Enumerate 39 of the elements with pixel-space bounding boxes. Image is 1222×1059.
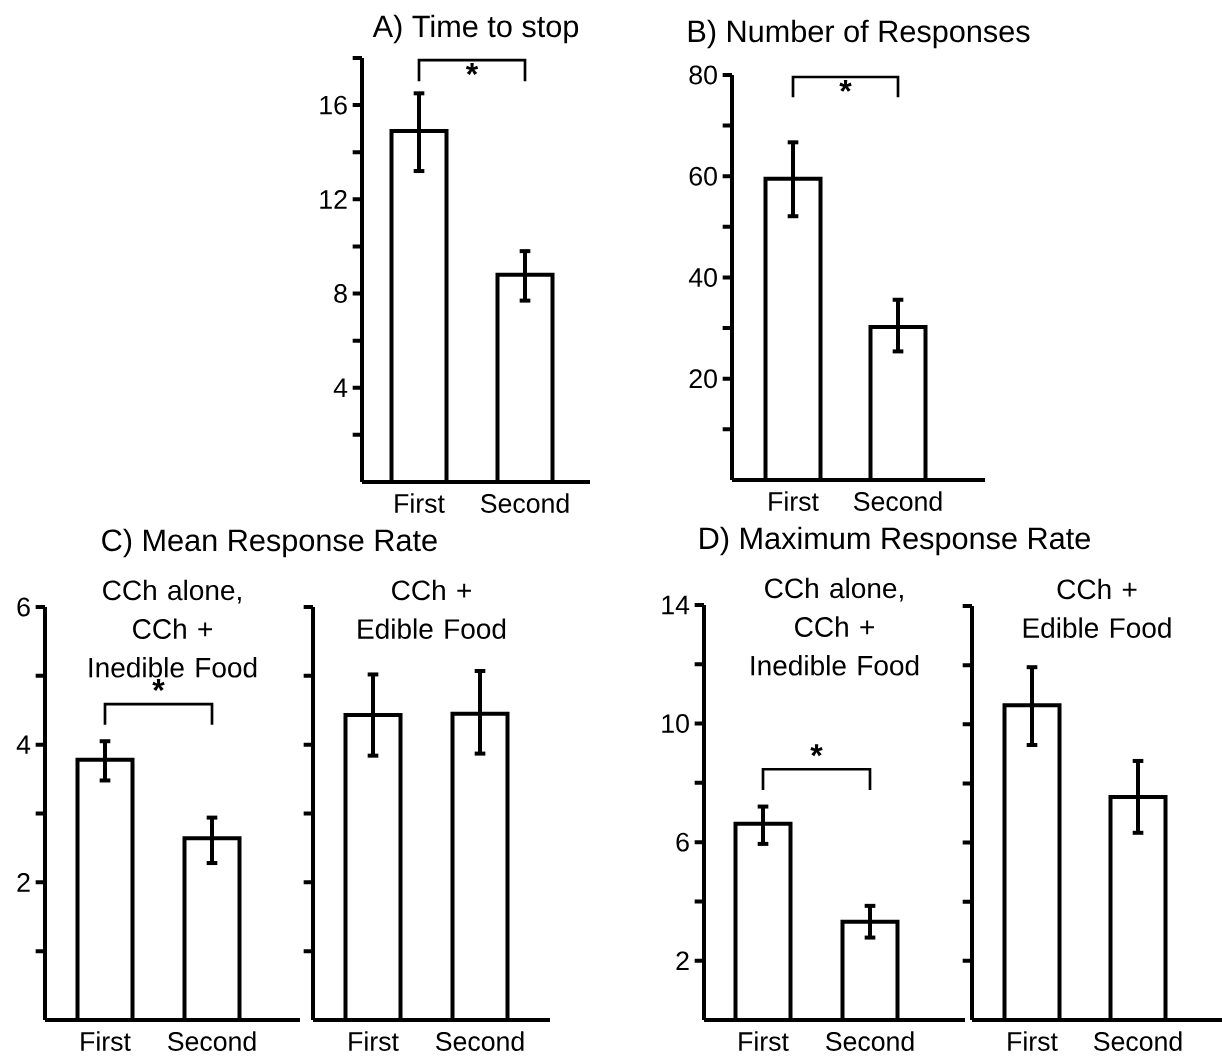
x-tick-label: Second — [853, 491, 942, 511]
x-tick-label: Second — [825, 1031, 914, 1051]
y-tick-label: 4 — [333, 378, 348, 397]
y-tick-label: 10 — [662, 714, 689, 733]
y-tick-label: 12 — [320, 190, 347, 209]
chart-subtitle: CCh + Edible Food — [358, 579, 506, 639]
y-tick-label: 2 — [676, 951, 689, 971]
x-tick-label: Second — [168, 1031, 256, 1051]
annotation: * — [152, 679, 165, 692]
chart-title: B) Number of Responses — [688, 19, 1030, 49]
y-tick-label: 80 — [689, 65, 717, 85]
x-tick-label: Second — [481, 493, 569, 513]
y-tick-label: 6 — [676, 832, 689, 852]
x-tick-label: Second — [436, 1031, 524, 1051]
annotation: * — [810, 744, 823, 757]
y-tick-label: 16 — [320, 95, 347, 115]
annotation: * — [465, 63, 479, 75]
y-tick-label: 6 — [17, 597, 30, 617]
y-tick-label: 2 — [17, 873, 30, 892]
x-tick-label: Second — [1094, 1031, 1182, 1051]
x-tick-label: First — [395, 493, 445, 513]
chart-subtitle: CCh alone, CCh + Inedible Food — [751, 577, 919, 676]
chart-subtitle: CCh + Edible Food — [1023, 578, 1171, 638]
y-tick-label: 4 — [16, 735, 31, 754]
y-tick-label: 40 — [688, 268, 717, 287]
chart-title: C) Mean Response Rate — [102, 528, 437, 558]
y-tick-label: 20 — [689, 369, 717, 389]
annotation: * — [839, 79, 852, 92]
chart-title: D) Maximum Response Rate — [700, 526, 1090, 556]
y-tick-label: 8 — [334, 284, 347, 303]
x-tick-label: First — [81, 1031, 131, 1051]
x-tick-label: First — [349, 1031, 399, 1051]
y-tick-label: 14 — [662, 595, 690, 615]
x-tick-label: First — [739, 1031, 789, 1051]
x-tick-label: First — [1008, 1031, 1058, 1051]
y-tick-label: 60 — [689, 166, 717, 186]
chart-title: A) Time to stop — [372, 14, 579, 44]
chart-subtitle: CCh alone, CCh + Inedible Food — [89, 579, 257, 678]
x-tick-label: First — [769, 491, 819, 511]
